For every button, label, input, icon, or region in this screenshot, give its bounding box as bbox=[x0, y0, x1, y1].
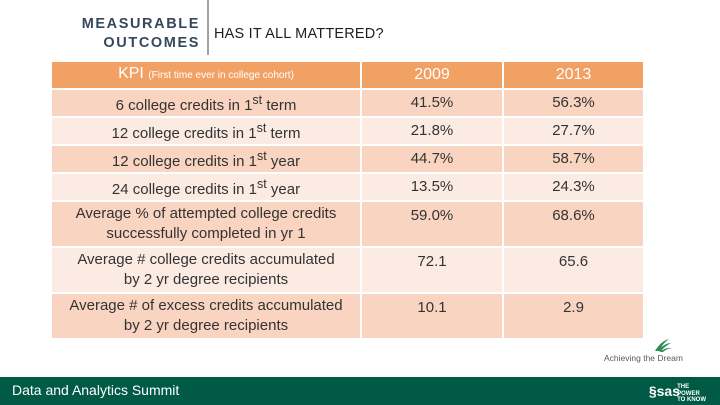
col-header-2013: 2013 bbox=[502, 60, 645, 90]
table-row: Average # college credits accumulated by … bbox=[50, 246, 645, 294]
table-row: 12 college credits in 1st year 44.7% 58.… bbox=[50, 144, 645, 174]
value-2013-cell: 24.3% bbox=[502, 172, 645, 202]
kpi-cell: 12 college credits in 1st year bbox=[50, 144, 362, 174]
col-header-kpi-sub: (First time ever in college cohort) bbox=[148, 70, 294, 81]
col-header-2009: 2009 bbox=[360, 60, 504, 90]
value-2013-cell: 65.6 bbox=[502, 246, 645, 294]
kpi-cell: Average # college credits accumulated by … bbox=[50, 246, 362, 294]
value-2013-cell: 27.7% bbox=[502, 116, 645, 146]
table-row: 24 college credits in 1st year 13.5% 24.… bbox=[50, 172, 645, 202]
table-row: 12 college credits in 1st term 21.8% 27.… bbox=[50, 116, 645, 146]
value-2013-cell: 2.9 bbox=[502, 292, 645, 340]
sas-swirl-icon: § bbox=[648, 383, 657, 399]
kpi-cell: Average # of excess credits accumulated b… bbox=[50, 292, 362, 340]
footer-title: Data and Analytics Summit bbox=[12, 382, 180, 398]
section-label-line2: OUTCOMES bbox=[103, 35, 200, 51]
value-2009-cell: 21.8% bbox=[360, 116, 504, 146]
value-2013-cell: 56.3% bbox=[502, 88, 645, 118]
value-2009-cell: 13.5% bbox=[360, 172, 504, 202]
table-header-row: KPI (First time ever in college cohort) … bbox=[50, 60, 645, 90]
footer-tagline: THE POWER TO KNOW bbox=[677, 384, 706, 403]
kpi-cell: 12 college credits in 1st term bbox=[50, 116, 362, 146]
kpi-cell: 6 college credits in 1st term bbox=[50, 88, 362, 118]
table-row: 6 college credits in 1st term 41.5% 56.3… bbox=[50, 88, 645, 118]
value-2009-cell: 41.5% bbox=[360, 88, 504, 118]
value-2009-cell: 10.1 bbox=[360, 292, 504, 340]
table-row: Average # of excess credits accumulated b… bbox=[50, 292, 645, 340]
slide-title: HAS IT ALL MATTERED? bbox=[214, 26, 384, 42]
table-row: Average % of attempted college credits su… bbox=[50, 200, 645, 248]
value-2009-cell: 72.1 bbox=[360, 246, 504, 294]
col-header-kpi-label: KPI bbox=[118, 65, 144, 82]
logo-leaf-icon bbox=[655, 339, 672, 352]
logo-text: Achieving the Dream bbox=[604, 353, 683, 363]
value-2009-cell: 59.0% bbox=[360, 200, 504, 248]
col-header-kpi: KPI (First time ever in college cohort) bbox=[50, 60, 362, 90]
value-2013-cell: 68.6% bbox=[502, 200, 645, 248]
sas-logo: §sas bbox=[648, 383, 680, 399]
header-divider bbox=[207, 0, 209, 55]
kpi-cell: Average % of attempted college credits su… bbox=[50, 200, 362, 248]
kpi-cell: 24 college credits in 1st year bbox=[50, 172, 362, 202]
value-2013-cell: 58.7% bbox=[502, 144, 645, 174]
kpi-table: KPI (First time ever in college cohort) … bbox=[50, 60, 645, 340]
footer-bar: Data and Analytics Summit §sas THE POWER… bbox=[0, 377, 720, 405]
section-label: MEASURABLE OUTCOMES bbox=[60, 15, 200, 53]
achieving-the-dream-logo bbox=[655, 339, 672, 352]
value-2009-cell: 44.7% bbox=[360, 144, 504, 174]
section-label-line1: MEASURABLE bbox=[81, 16, 200, 32]
